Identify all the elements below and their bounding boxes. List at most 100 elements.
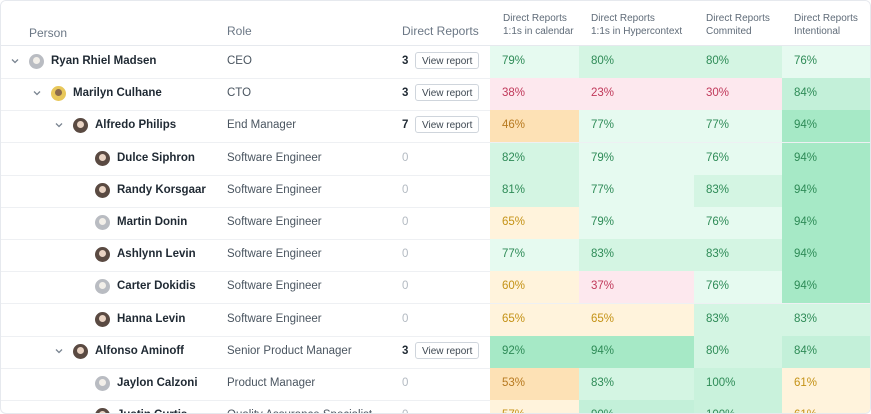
avatar: [95, 408, 110, 413]
metric-cell: 60%: [490, 271, 579, 304]
table-row[interactable]: Hanna Levin Software Engineer 0 65% 65% 83% 83…: [1, 303, 870, 337]
header-metric-calendar[interactable]: Direct Reports 1:1s in calendar: [503, 12, 574, 38]
table-row[interactable]: Marilyn Culhane CTO 3 View report 38% 23% 30% 8…: [1, 78, 870, 112]
metric-cell: 77%: [579, 110, 694, 143]
person-role: Software Engineer: [227, 183, 322, 196]
avatar: [95, 150, 110, 166]
avatar: [51, 86, 66, 102]
direct-reports-count: 7: [402, 119, 409, 132]
metric-cell: 100%: [694, 368, 782, 400]
person-name[interactable]: Jaylon Calzoni: [117, 377, 198, 389]
metric-cell: 77%: [579, 174, 694, 207]
direct-reports-count: 0: [402, 183, 409, 196]
person-name[interactable]: Ryan Rhiel Madsen: [51, 55, 157, 67]
direct-reports-count: 0: [402, 312, 409, 325]
table-row[interactable]: Ashlynn Levin Software Engineer 0 77% 83% 83%…: [1, 239, 870, 273]
avatar: [73, 118, 88, 134]
metric-cell: 76%: [782, 46, 870, 78]
direct-reports-count: 0: [402, 377, 409, 389]
table-row[interactable]: Alfredo Philips End Manager 7 View report 46…: [1, 110, 870, 144]
metric-cell: 65%: [490, 207, 579, 239]
table-row[interactable]: Martin Donin Software Engineer 0 65% 79% 76% 9…: [1, 207, 870, 240]
table-row[interactable]: Jaylon Calzoni Product Manager 0 53% 83% 100%…: [1, 368, 870, 401]
table-row[interactable]: Justin Curtis Quality Assurance Specialis…: [1, 400, 870, 413]
person-name[interactable]: Carter Dokidis: [117, 280, 196, 293]
person-name[interactable]: Martin Donin: [117, 216, 188, 228]
metric-cell: 65%: [490, 303, 579, 336]
metric-cell: 94%: [782, 271, 870, 304]
person-role: Software Engineer: [227, 312, 322, 325]
direct-reports-count: 0: [402, 248, 409, 261]
metric-cell: 100%: [694, 400, 782, 413]
person-name[interactable]: Alfonso Aminoff: [95, 344, 185, 357]
metric-cell: 79%: [579, 207, 694, 239]
metric-cell: 80%: [579, 46, 694, 78]
table-row[interactable]: Dulce Siphron Software Engineer 0 82% 79% 76%…: [1, 142, 870, 176]
person-name[interactable]: Dulce Siphron: [117, 151, 195, 164]
chevron-down-icon[interactable]: [10, 56, 20, 66]
person-name[interactable]: Alfredo Philips: [95, 119, 177, 132]
person-role: Software Engineer: [227, 248, 322, 261]
table-row[interactable]: Alfonso Aminoff Senior Product Manager 3 Vi…: [1, 335, 870, 369]
metric-cell: 30%: [694, 78, 782, 111]
view-report-button[interactable]: View report: [415, 116, 480, 134]
person-name[interactable]: Hanna Levin: [117, 312, 186, 325]
chevron-down-icon[interactable]: [54, 120, 64, 130]
metric-cell: 76%: [694, 207, 782, 239]
metric-cell: 76%: [694, 271, 782, 304]
metric-cell: 94%: [782, 239, 870, 272]
metric-cell: 37%: [579, 271, 694, 304]
metric-cell: 94%: [782, 207, 870, 239]
view-report-button[interactable]: View report: [415, 52, 480, 69]
metric-cell: 94%: [782, 142, 870, 175]
header-metric-hypercontext-line2: 1:1s in Hypercontext: [591, 26, 683, 37]
header-metric-hypercontext[interactable]: Direct Reports 1:1s in Hypercontext: [591, 12, 682, 38]
header-metric-calendar-line2: 1:1s in calendar: [503, 26, 574, 37]
person-name[interactable]: Randy Korsgaar: [117, 183, 206, 196]
table-row[interactable]: Randy Korsgaar Software Engineer 0 81% 77% 83…: [1, 174, 870, 208]
avatar: [95, 247, 110, 263]
person-name[interactable]: Ashlynn Levin: [117, 248, 196, 261]
metric-cell: 80%: [694, 46, 782, 78]
header-person[interactable]: Person: [29, 26, 68, 40]
metric-cell: 82%: [490, 142, 579, 175]
direct-reports-count: 3: [402, 55, 409, 67]
avatar: [95, 376, 110, 391]
metric-cell: 84%: [782, 335, 870, 368]
avatar: [95, 182, 110, 198]
metric-cell: 23%: [579, 78, 694, 111]
metric-cell: 83%: [579, 239, 694, 272]
metric-cell: 92%: [490, 335, 579, 368]
header-metric-commited[interactable]: Direct Reports Commited: [706, 12, 770, 38]
metric-cell: 94%: [782, 174, 870, 207]
person-role: CEO: [227, 55, 252, 67]
chevron-down-icon[interactable]: [32, 88, 42, 98]
avatar: [95, 311, 110, 327]
table-row[interactable]: Carter Dokidis Software Engineer 0 60% 37% 76…: [1, 271, 870, 305]
direct-reports-count: 0: [402, 216, 409, 228]
table-row[interactable]: Ryan Rhiel Madsen CEO 3 View report 79% 80% 80…: [1, 46, 870, 79]
direct-reports-count: 0: [402, 151, 409, 164]
header-direct-reports[interactable]: Direct Reports: [402, 24, 479, 38]
metric-cell: 61%: [782, 400, 870, 413]
metric-cell: 76%: [694, 142, 782, 175]
metric-cell: 83%: [694, 303, 782, 336]
header-metric-intentional[interactable]: Direct Reports Intentional: [794, 12, 858, 38]
metric-cell: 83%: [694, 174, 782, 207]
chevron-down-icon[interactable]: [54, 346, 64, 356]
metric-cell: 84%: [782, 78, 870, 111]
metric-cell: 83%: [694, 239, 782, 272]
person-role: Product Manager: [227, 377, 316, 389]
metric-cell: 83%: [782, 303, 870, 336]
metric-cell: 79%: [579, 142, 694, 175]
header-role[interactable]: Role: [227, 24, 252, 38]
metric-cell: 77%: [694, 110, 782, 143]
view-report-button[interactable]: View report: [415, 341, 480, 359]
view-report-button[interactable]: View report: [415, 84, 480, 102]
person-name[interactable]: Marilyn Culhane: [73, 87, 162, 100]
direct-reports-count: 3: [402, 344, 409, 357]
person-name[interactable]: Justin Curtis: [117, 409, 187, 413]
header-metric-calendar-line1: Direct Reports: [503, 13, 567, 24]
header-metric-commited-line2: Commited: [706, 26, 752, 37]
